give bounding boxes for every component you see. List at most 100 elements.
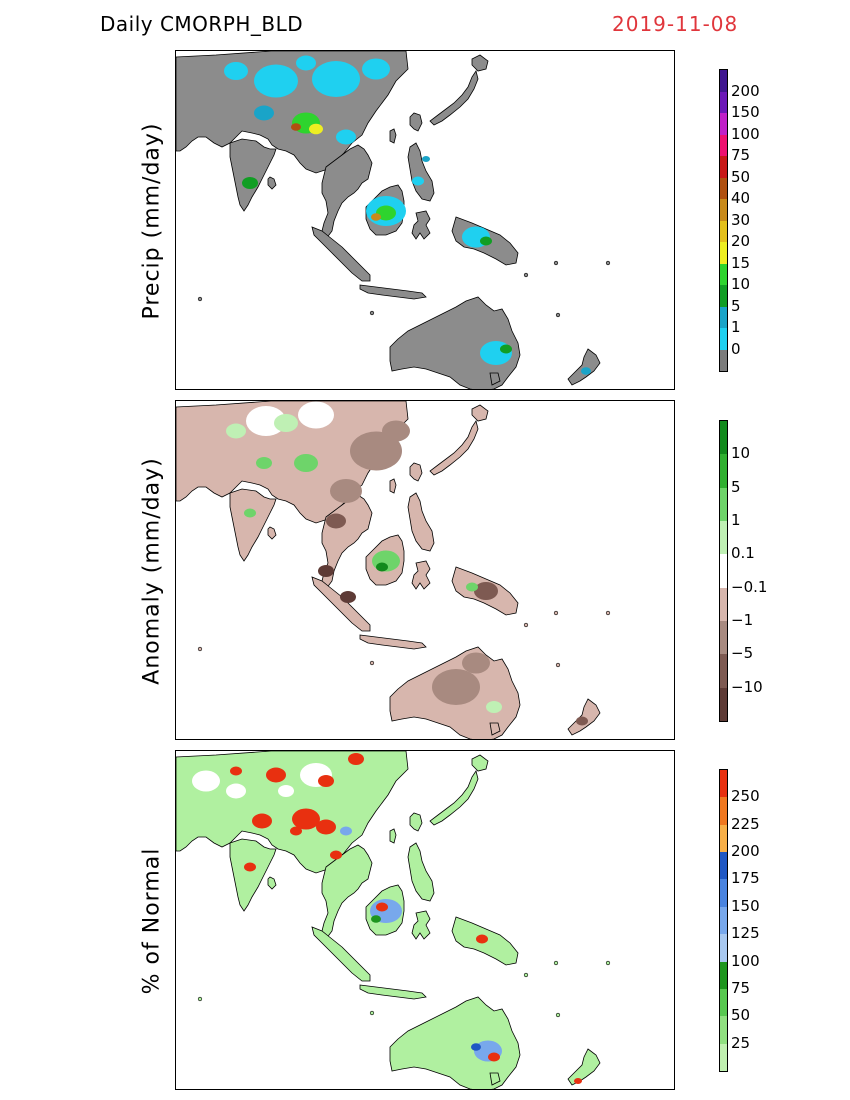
small-island xyxy=(555,1012,561,1018)
percent-normal-map-panel xyxy=(175,750,675,1090)
precip-field xyxy=(312,61,360,97)
precip-field xyxy=(340,826,352,836)
landmass-sumatra xyxy=(311,226,371,282)
colorbar-segment xyxy=(720,520,727,555)
landmass-philippines xyxy=(407,142,435,202)
precip-field xyxy=(466,582,478,592)
precip-field xyxy=(326,513,346,529)
landmass-indochina xyxy=(321,844,373,940)
precip-field xyxy=(376,562,388,572)
colorbar-tick-label: 150 xyxy=(731,103,760,121)
precip-field xyxy=(242,177,258,189)
precip-ylabel: Precip (mm/day) xyxy=(139,122,165,320)
landmass-india xyxy=(229,488,277,562)
precip-field xyxy=(294,454,318,472)
precip-field xyxy=(230,766,242,776)
precip-field xyxy=(412,176,424,186)
precip-field xyxy=(330,850,342,860)
precip-field xyxy=(471,1043,481,1051)
precip-field xyxy=(422,156,430,162)
colorbar-segment xyxy=(720,421,727,455)
colorbar-segment xyxy=(720,934,727,962)
colorbar-tick-label: 200 xyxy=(731,81,760,100)
precip-field xyxy=(192,770,220,792)
landmass-java xyxy=(359,984,427,1000)
precip-field xyxy=(462,652,490,674)
colorbar-segment xyxy=(720,156,727,178)
colorbar-segment xyxy=(720,242,727,264)
colorbar-tick-label: 75 xyxy=(731,978,751,997)
landmass-java xyxy=(359,284,427,300)
colorbar-segment xyxy=(720,328,727,350)
landmass-indochina xyxy=(321,144,373,240)
precip-field xyxy=(244,862,256,872)
precip-field xyxy=(266,767,286,783)
small-island xyxy=(553,610,559,616)
colorbar-segment xyxy=(720,113,727,135)
colorbar-segment xyxy=(720,654,727,688)
precip-field xyxy=(256,457,272,469)
precip-field xyxy=(290,826,302,836)
colorbar-segment xyxy=(720,797,727,825)
colorbar-tick-label: 15 xyxy=(731,253,751,272)
colorbar-segment xyxy=(720,91,727,113)
colorbar-segment xyxy=(720,824,727,853)
colorbar-tick-label: 30 xyxy=(731,210,751,229)
landmass-korea xyxy=(409,462,423,482)
colorbar-tick-label: 20 xyxy=(731,232,751,250)
precip-field xyxy=(350,431,402,471)
landmass-philippines xyxy=(407,492,435,552)
colorbar-tick-label: 125 xyxy=(731,924,760,943)
landmass-taiwan xyxy=(389,128,397,144)
colorbar-segment xyxy=(720,961,727,989)
landmass-australia xyxy=(389,996,521,1089)
precip-field xyxy=(371,213,381,221)
colorbar-tick-label: 5 xyxy=(731,296,741,315)
colorbar-segment xyxy=(720,285,727,307)
anomaly-map-panel xyxy=(175,400,675,740)
colorbar-tick-label: 225 xyxy=(731,814,760,833)
precip-field xyxy=(244,508,256,518)
colorbar-tick-label: 25 xyxy=(731,1033,751,1052)
precip-field xyxy=(246,406,286,436)
chart-date: 2019-11-08 xyxy=(612,12,739,36)
precip-field xyxy=(316,819,336,835)
colorbar-tick-label: 200 xyxy=(731,842,760,861)
precip-field xyxy=(576,716,588,726)
colorbar-tick-label: 250 xyxy=(731,787,760,806)
colorbar-segment xyxy=(720,199,727,221)
precip-field xyxy=(348,753,364,765)
small-island xyxy=(553,260,559,266)
precip-field xyxy=(476,934,488,944)
landmass-taiwan xyxy=(389,478,397,494)
percent-normal-map xyxy=(176,751,611,1089)
colorbar-tick-label: 1 xyxy=(731,511,741,529)
colorbar-tick-label: 10 xyxy=(731,275,751,293)
landmass-japan xyxy=(429,770,479,826)
precip-field xyxy=(371,915,381,923)
colorbar-tick-label: 0.1 xyxy=(731,544,755,563)
colorbar-segment xyxy=(720,349,727,371)
landmass-sulawesi xyxy=(411,210,431,240)
anomaly-colorbar xyxy=(719,420,728,722)
colorbar-tick-label: 10 xyxy=(731,444,751,463)
precip-field xyxy=(296,55,316,71)
landmass-srilanka xyxy=(267,526,277,540)
colorbar-tick-label: −0.1 xyxy=(731,577,768,596)
colorbar-segment xyxy=(720,1016,727,1044)
precip-field xyxy=(500,344,512,354)
colorbar-tick-label: 100 xyxy=(731,951,760,970)
colorbar-segment xyxy=(720,770,727,798)
precip-field xyxy=(574,1078,582,1084)
landmass-hokkaido xyxy=(471,754,489,772)
precip-field xyxy=(318,775,334,787)
colorbar-tick-label: 40 xyxy=(731,189,751,207)
landmass-java xyxy=(359,634,427,650)
colorbar-segment xyxy=(720,906,727,935)
landmass-tasmania xyxy=(489,372,501,386)
colorbar-segment xyxy=(720,1043,727,1071)
landmass-korea xyxy=(409,812,423,832)
colorbar-segment xyxy=(720,988,727,1017)
landmass-taiwan xyxy=(389,828,397,844)
precip-colorbar xyxy=(719,69,728,372)
